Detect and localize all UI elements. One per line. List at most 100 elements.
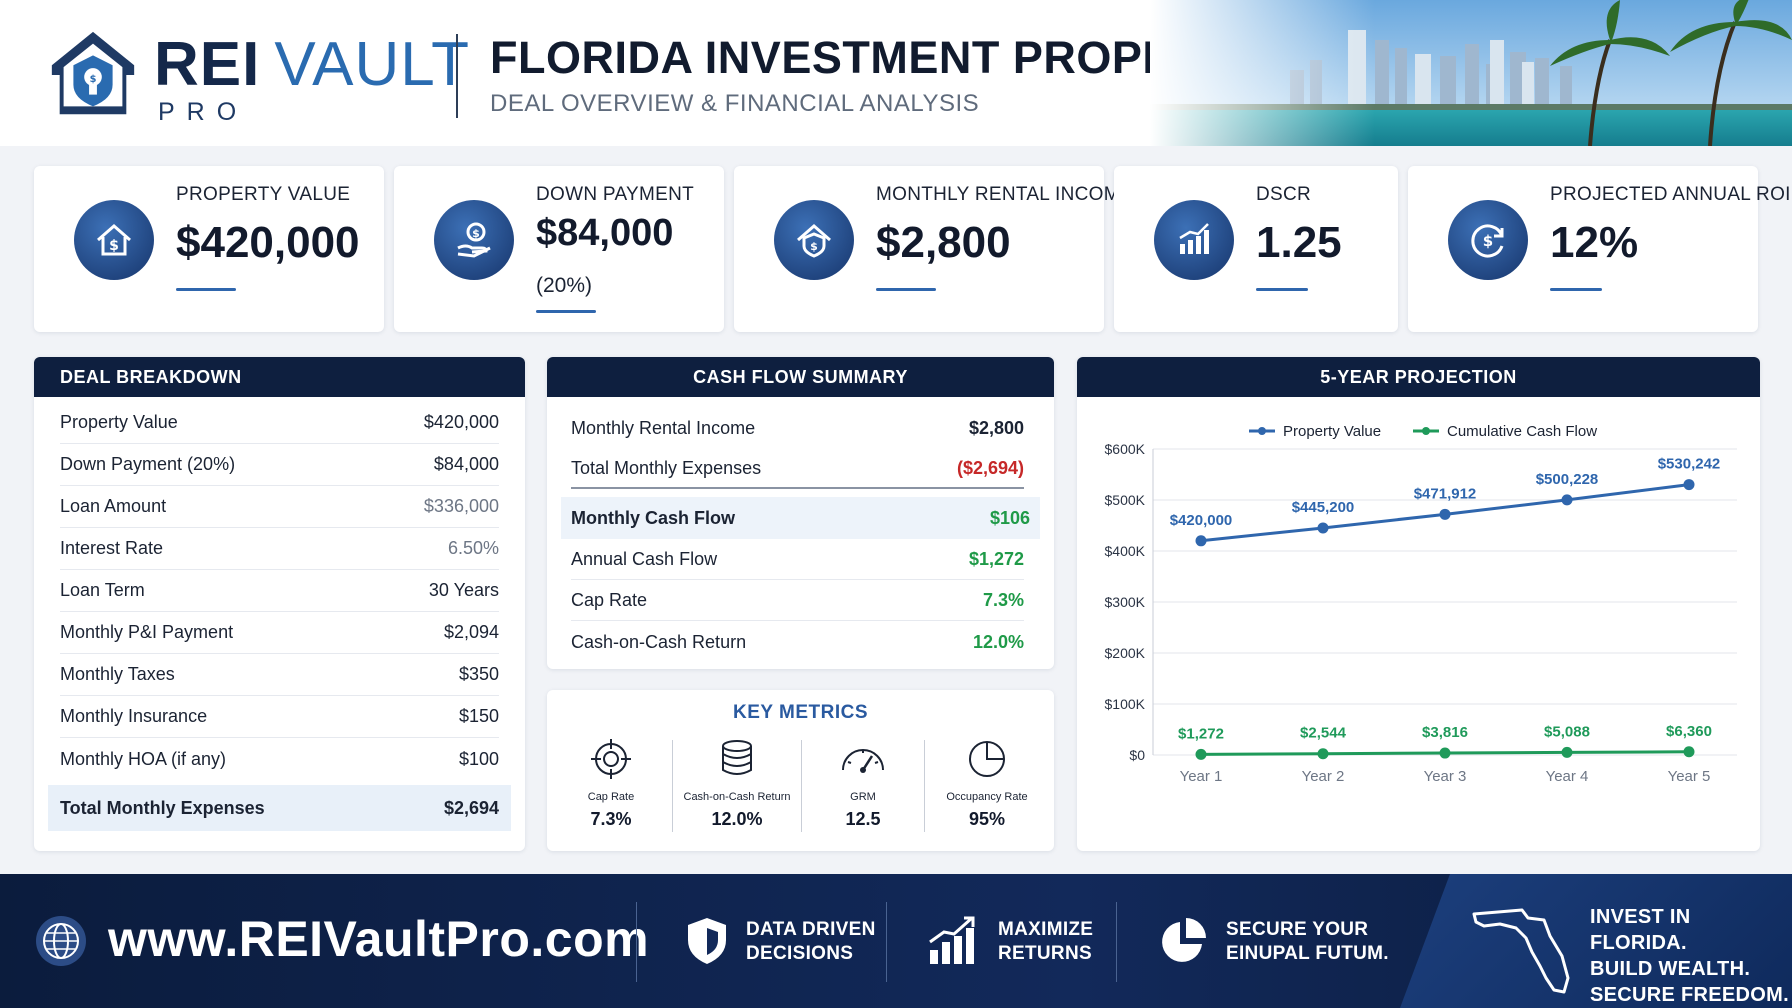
- row-value: $84,000: [433, 454, 499, 474]
- legend-label: Property Value: [1283, 423, 1381, 440]
- stat-underline: [876, 288, 936, 291]
- chart-gridlines: [1153, 448, 1737, 756]
- header: $ REI VAULT PRO FLORIDA INVESTMENT PROPER…: [0, 0, 1792, 146]
- data-label: $2,544: [1300, 725, 1347, 742]
- table-row: Total Monthly Expenses ($2,694): [571, 449, 1024, 489]
- y-tick-label: $0: [1129, 747, 1145, 763]
- stat-card-property-value: $ PROPERTY VALUE $420,000: [34, 166, 384, 332]
- metric-value: 12.0%: [711, 809, 763, 829]
- feature-secure-future: SECURE YOUR EINUPAL FUTUM.: [1226, 918, 1389, 966]
- deal-breakdown-panel: DEAL BREAKDOWN Property Value $420,000 Do…: [34, 357, 525, 851]
- row-label: Cash-on-Cash Return: [571, 631, 747, 652]
- metric-label: Occupancy Rate: [946, 791, 1028, 803]
- website-link[interactable]: www.REIVaultPro.com: [108, 911, 650, 967]
- row-value: $420,000: [423, 412, 499, 432]
- chart-series: $420,000 $445,200 $471,912 $500,228 $530,242…: [1170, 456, 1721, 760]
- metric-divider: [924, 740, 925, 832]
- row-label: Annual Cash Flow: [571, 549, 718, 569]
- row-value: 12.0%: [972, 631, 1024, 652]
- brand-sub: PRO: [158, 98, 249, 126]
- table-row: Interest Rate 6.50%: [60, 528, 499, 570]
- row-label: Down Payment (20%): [60, 454, 236, 474]
- metric-divider: [672, 740, 673, 832]
- chart-y-axis: $0 $100K $200K $300K $400K $500K $600K: [1105, 441, 1154, 763]
- legend-marker: [1258, 427, 1266, 435]
- feature-line: MAXIMIZE: [998, 919, 1094, 940]
- data-label: $530,242: [1658, 456, 1721, 473]
- y-tick-label: $200K: [1105, 645, 1146, 661]
- data-point: [1317, 522, 1329, 534]
- row-label: Monthly P&I Payment: [60, 622, 234, 642]
- row-value: $106: [989, 507, 1030, 528]
- data-point: [1195, 535, 1207, 547]
- data-label: $445,200: [1292, 499, 1355, 516]
- feature-maximize-returns: MAXIMIZE RETURNS: [998, 918, 1093, 966]
- five-year-projection-panel: 5-YEAR PROJECTION Property Value Cumulati…: [1077, 357, 1760, 851]
- legend-label: Cumulative Cash Flow: [1447, 423, 1597, 440]
- stat-label: PROPERTY VALUE: [176, 184, 351, 205]
- table-row: Monthly Rental Income $2,800: [571, 408, 1024, 448]
- feature-line: EINUPAL FUTUM.: [1226, 943, 1389, 964]
- footer-divider: [886, 902, 887, 982]
- metric-occupancy-rate: Occupancy Rate 95%: [927, 736, 1047, 830]
- metric-grm: GRM 12.5: [803, 736, 923, 830]
- y-tick-label: $100K: [1105, 696, 1146, 712]
- stat-value: $84,000: [536, 212, 674, 254]
- data-label: $500,228: [1536, 471, 1599, 488]
- row-value: 30 Years: [428, 580, 499, 600]
- table-row: Annual Cash Flow $1,272: [571, 540, 1024, 580]
- total-label: Total Monthly Expenses: [60, 797, 265, 818]
- projection-line-chart: Property Value Cumulative Cash Flow $0 $10…: [1105, 423, 1737, 785]
- rei-vault-logo-icon: $: [51, 31, 135, 115]
- row-value: $350: [458, 664, 499, 684]
- y-tick-label: $600K: [1105, 441, 1146, 457]
- feature-line: RETURNS: [998, 943, 1092, 964]
- house-dollar-icon: $: [74, 200, 154, 280]
- hand-coin-icon: $: [434, 200, 514, 280]
- row-value: $2,800: [968, 417, 1024, 438]
- table-row-highlight: Monthly Cash Flow $106: [561, 497, 1040, 539]
- table-row: Loan Term 30 Years: [60, 570, 499, 612]
- stat-sub: (20%): [536, 274, 593, 297]
- cash-flow-summary-panel: CASH FLOW SUMMARY Monthly Rental Income $…: [547, 357, 1054, 669]
- slogan-line: BUILD WEALTH.: [1590, 958, 1751, 980]
- footer-slogan-panel: [1400, 874, 1792, 1008]
- svg-text:$: $: [810, 240, 818, 253]
- row-label: Monthly Insurance: [60, 706, 208, 726]
- footer-divider: [1116, 902, 1117, 982]
- pie-chart-icon: [1162, 918, 1206, 962]
- stat-label: MONTHLY RENTAL INCOME: [876, 184, 1133, 205]
- data-point: [1683, 746, 1695, 758]
- panel-title: DEAL BREAKDOWN: [34, 357, 525, 397]
- stat-card-down-payment: $ DOWN PAYMENT $84,000 (20%): [394, 166, 724, 332]
- page-subtitle: DEAL OVERVIEW & FINANCIAL ANALYSIS: [490, 90, 980, 117]
- cycle-dollar-icon: $: [1448, 200, 1528, 280]
- footer-slogan: INVEST IN FLORIDA. BUILD WEALTH. SECURE …: [1590, 904, 1792, 1008]
- shield-icon: [688, 918, 726, 964]
- stat-card-projected-annual-roi: $ PROJECTED ANNUAL ROI 12%: [1408, 166, 1790, 332]
- x-tick-label: Year 3: [1424, 768, 1467, 785]
- legend-marker: [1422, 427, 1430, 435]
- stat-card-monthly-rental-income: $ MONTHLY RENTAL INCOME $2,800: [734, 166, 1133, 332]
- coin-stack-icon: [722, 740, 752, 775]
- data-label: $471,912: [1414, 485, 1477, 502]
- target-icon: [591, 739, 631, 779]
- x-tick-label: Year 2: [1302, 768, 1345, 785]
- row-value: ($2,694): [956, 457, 1024, 478]
- growth-chart-icon: [929, 916, 975, 964]
- y-tick-label: $300K: [1105, 594, 1146, 610]
- data-point: [1317, 748, 1329, 760]
- table-row: Monthly Taxes $350: [60, 654, 499, 696]
- metric-value: 95%: [968, 809, 1006, 829]
- gauge-icon: [842, 749, 884, 773]
- row-label: Loan Amount: [60, 496, 167, 516]
- svg-text:$: $: [472, 227, 480, 240]
- metric-value: 12.5: [845, 809, 881, 829]
- data-label: $420,000: [1170, 512, 1233, 529]
- data-point: [1683, 479, 1695, 491]
- stat-label: PROJECTED ANNUAL ROI: [1550, 184, 1791, 205]
- data-point: [1561, 746, 1573, 758]
- stat-value: 12%: [1550, 218, 1639, 267]
- miami-skyline-image: [1150, 0, 1792, 146]
- data-label: $1,272: [1178, 725, 1224, 742]
